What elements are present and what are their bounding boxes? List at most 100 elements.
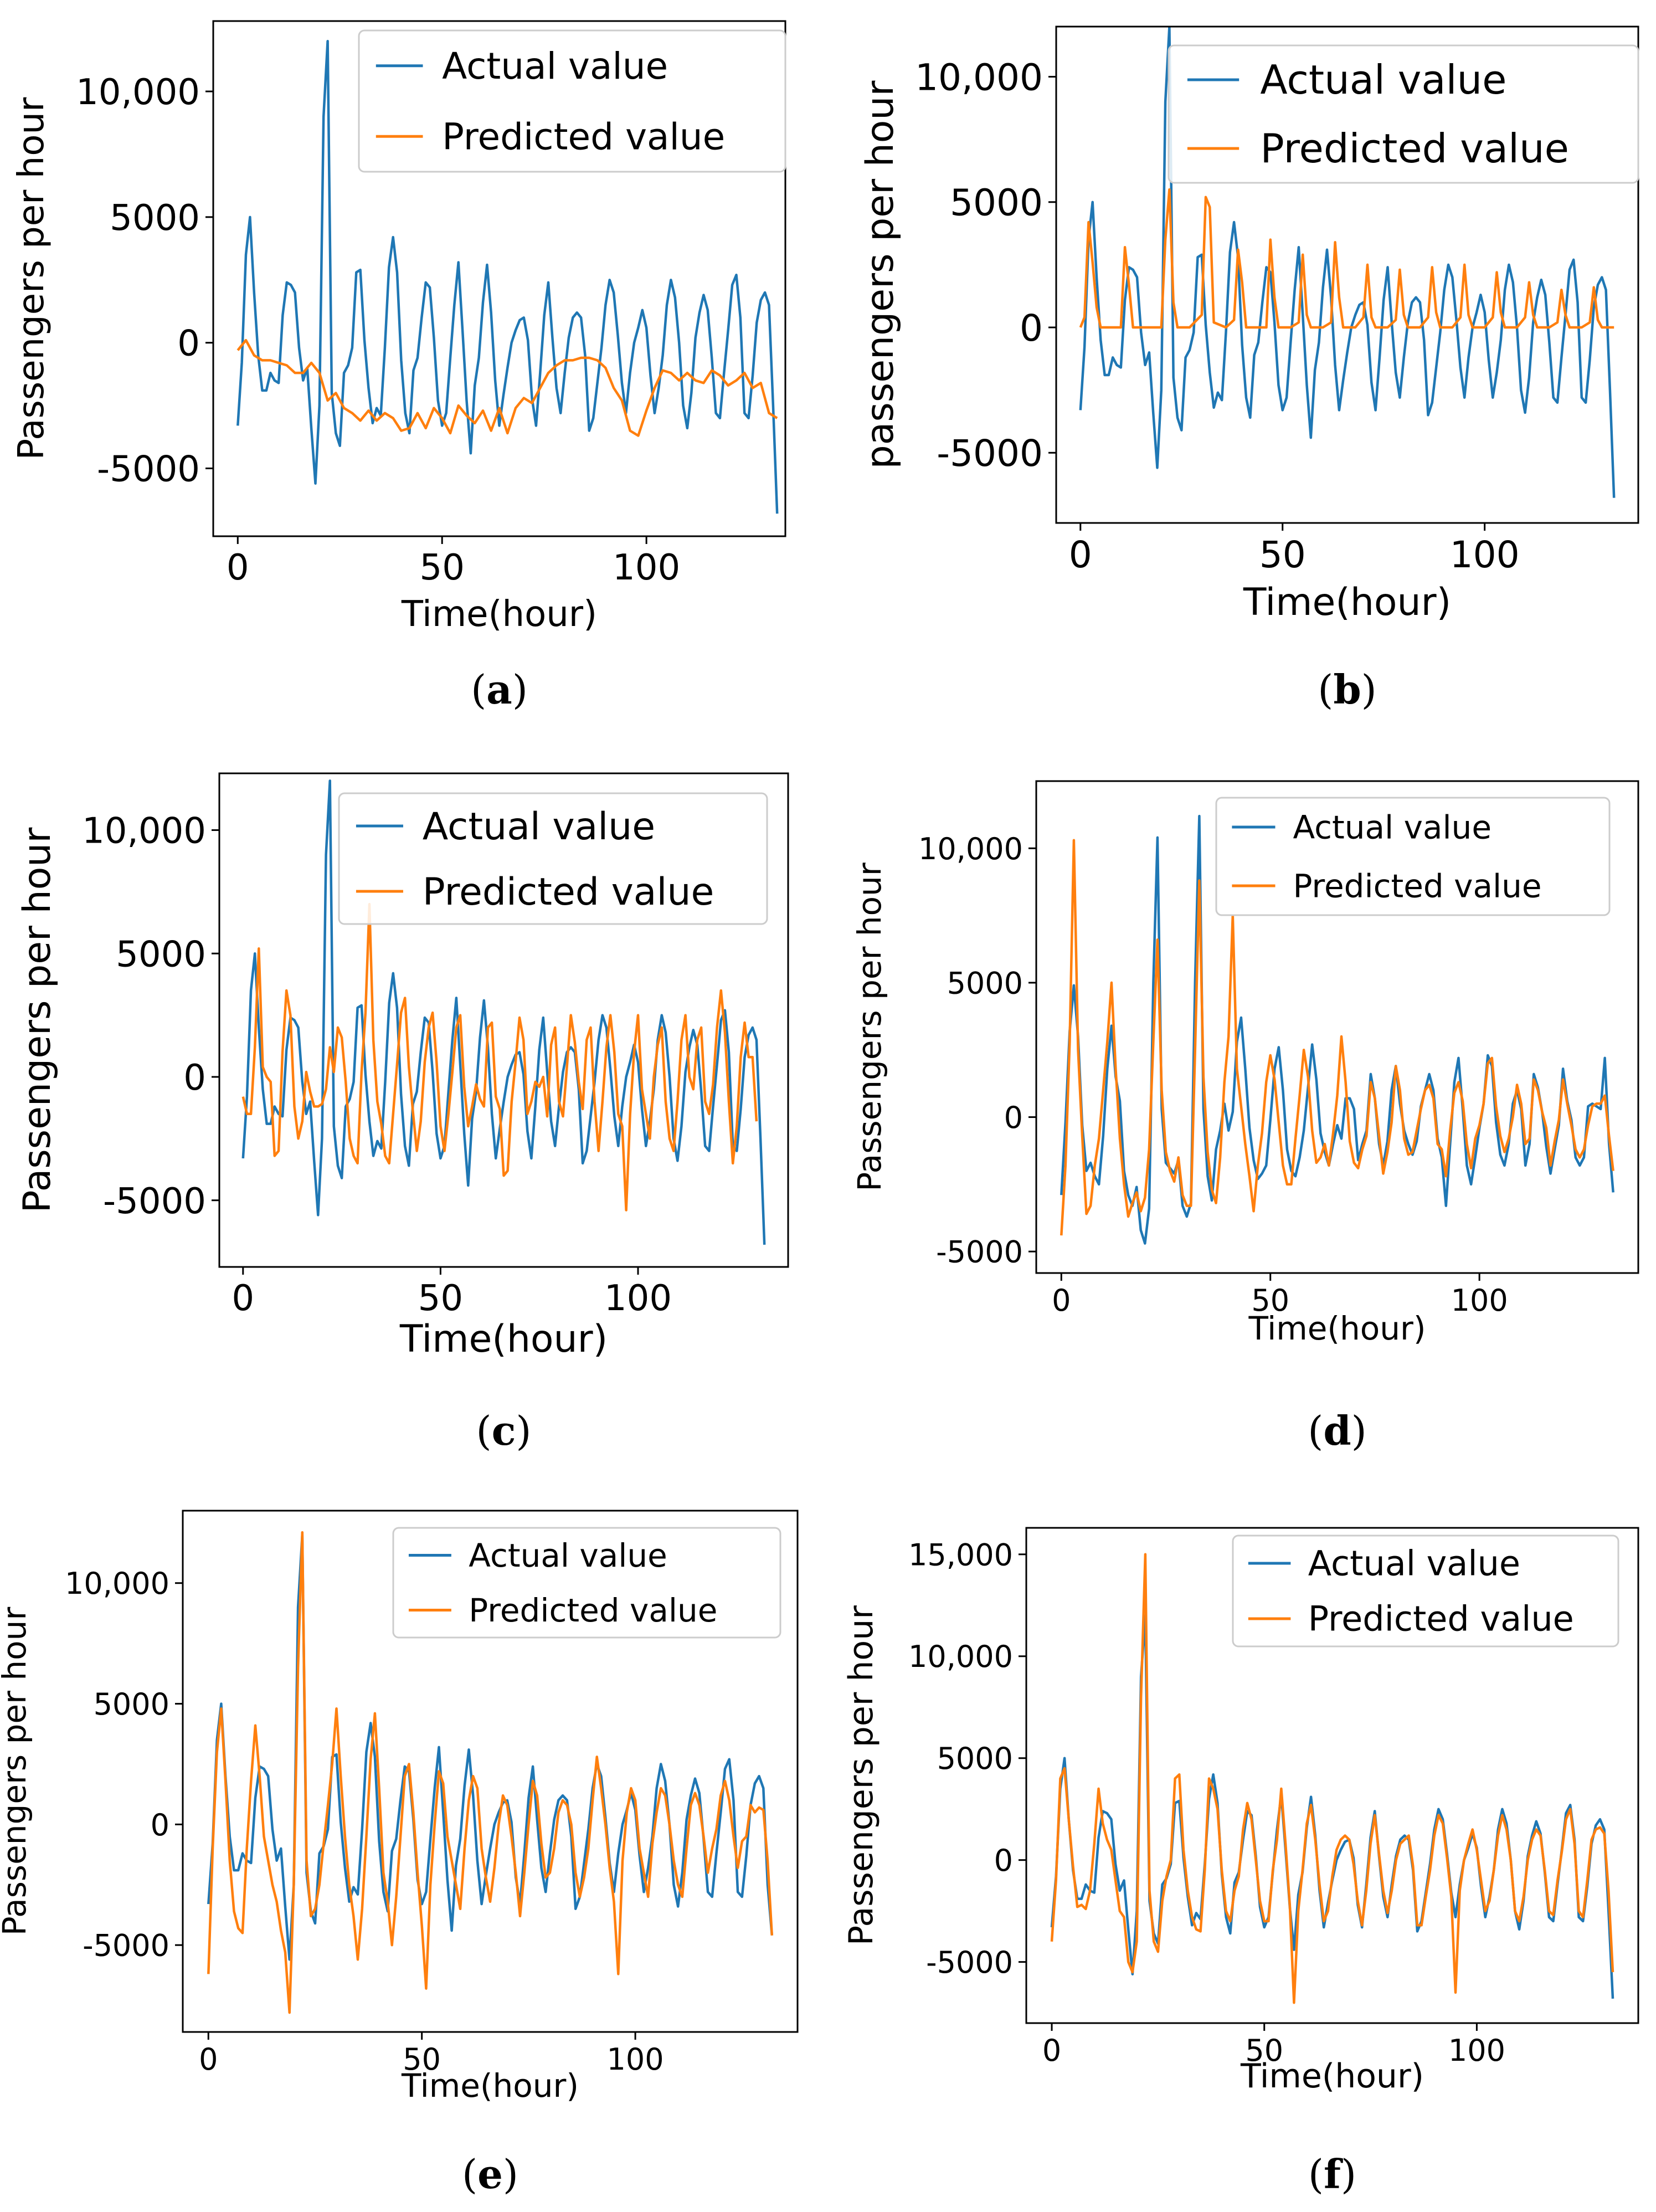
x-tick-label: 100 bbox=[1450, 533, 1520, 576]
legend-box bbox=[358, 29, 786, 173]
y-tick-label: 5000 bbox=[937, 1741, 1013, 1776]
caption-close-paren: ) bbox=[512, 666, 528, 713]
legend: Actual value Predicted value bbox=[338, 792, 768, 925]
y-axis-label: Passengers per hour bbox=[11, 97, 52, 460]
caption-open-paren: ( bbox=[476, 1408, 491, 1454]
legend-box bbox=[338, 792, 768, 925]
x-axis-label: Time(hour) bbox=[1243, 581, 1451, 624]
legend-label-actual: Actual value bbox=[423, 805, 655, 849]
plot-frame bbox=[212, 20, 786, 537]
x-tick-label: 0 bbox=[1069, 533, 1092, 576]
y-axis-label: passengers per hour bbox=[858, 80, 902, 469]
x-tick-label: 50 bbox=[1251, 1283, 1289, 1318]
legend-label-actual: Actual value bbox=[1308, 1543, 1520, 1584]
legend-label-predicted: Predicted value bbox=[469, 1592, 717, 1629]
panel-caption: (c) bbox=[476, 1407, 531, 1454]
x-tick-label: 0 bbox=[1042, 2033, 1061, 2068]
x-tick-label: 0 bbox=[227, 547, 249, 588]
x-axis-label: Time(hour) bbox=[1240, 2057, 1424, 2096]
y-tick-label: 10,000 bbox=[76, 72, 200, 113]
y-tick-label: 15,000 bbox=[908, 1537, 1013, 1572]
caption-letter: c bbox=[492, 1407, 516, 1454]
x-tick-label: 50 bbox=[418, 1278, 463, 1319]
legend: Actual value Predicted value bbox=[392, 1527, 781, 1639]
chart-panel-e: 0 50 100 -5000 0 5000 10,000 Time(hour) Passenge… bbox=[0, 1510, 799, 2198]
legend-box bbox=[1168, 44, 1639, 184]
y-tick-label: 0 bbox=[1004, 1100, 1023, 1135]
y-tick-label: 5000 bbox=[110, 198, 200, 239]
y-tick-label: 0 bbox=[151, 1808, 169, 1843]
legend-box bbox=[1215, 797, 1611, 916]
chart-panel-c: 0 50 100 -5000 0 5000 10,000 Time(hour) Passenge… bbox=[16, 772, 789, 1454]
x-axis-label: Time(hour) bbox=[1248, 1310, 1426, 1347]
x-tick-label: 50 bbox=[1245, 2033, 1283, 2068]
series-line-predicted bbox=[236, 338, 778, 437]
legend-label-predicted: Predicted value bbox=[1293, 867, 1541, 905]
y-tick-label: 5000 bbox=[947, 966, 1023, 1000]
y-tick-label: -5000 bbox=[926, 1945, 1013, 1980]
y-tick-label: -5000 bbox=[103, 1181, 206, 1222]
legend-label-actual: Actual value bbox=[442, 45, 668, 88]
y-tick-label: 10,000 bbox=[908, 1639, 1013, 1674]
y-tick-label: 10,000 bbox=[918, 832, 1023, 866]
x-tick-label: 0 bbox=[1052, 1283, 1071, 1318]
series-line-predicted bbox=[1060, 839, 1614, 1236]
caption-open-paren: ( bbox=[1308, 1408, 1323, 1454]
x-axis-label: Time(hour) bbox=[399, 1317, 608, 1361]
plot-frame bbox=[1025, 1527, 1639, 2024]
caption-close-paren: ) bbox=[1351, 1408, 1367, 1454]
y-axis-label: Passengers per hour bbox=[16, 828, 59, 1213]
caption-letter: d bbox=[1323, 1407, 1351, 1454]
chart-panel-a: 0 50 100 -5000 0 5000 10,000 Time(hour) Passenge… bbox=[11, 20, 786, 713]
caption-close-paren: ) bbox=[1341, 2151, 1356, 2198]
y-tick-label: 0 bbox=[183, 1058, 206, 1099]
legend: Actual value Predicted value bbox=[358, 29, 786, 173]
legend-label-actual: Actual value bbox=[469, 1537, 667, 1574]
plot-frame bbox=[218, 772, 789, 1268]
legend-label-predicted: Predicted value bbox=[1308, 1599, 1574, 1639]
legend-label-actual: Actual value bbox=[1293, 808, 1492, 846]
panel-caption: (f) bbox=[1308, 2151, 1356, 2198]
caption-open-paren: ( bbox=[1318, 666, 1333, 713]
chart-panel-b: 0 50 100 -5000 0 5000 10,000 Time(hour) passenge… bbox=[858, 25, 1639, 713]
series-line-actual bbox=[241, 779, 766, 1245]
x-tick-label: 100 bbox=[604, 1278, 672, 1319]
y-tick-label: 0 bbox=[994, 1843, 1013, 1878]
caption-close-paren: ) bbox=[516, 1408, 531, 1454]
x-tick-label: 100 bbox=[1448, 2033, 1505, 2068]
caption-close-paren: ) bbox=[1361, 666, 1377, 713]
caption-letter: e bbox=[477, 2151, 503, 2198]
y-axis-label: Passengers per hour bbox=[0, 1607, 33, 1936]
panel-caption: (b) bbox=[1318, 666, 1377, 713]
panel-caption: (d) bbox=[1308, 1407, 1367, 1454]
legend: Actual value Predicted value bbox=[1232, 1534, 1619, 1648]
series-line-predicted bbox=[1079, 188, 1614, 329]
y-tick-label: 10,000 bbox=[65, 1566, 169, 1601]
legend: Actual value Predicted value bbox=[1215, 797, 1611, 916]
y-tick-label: -5000 bbox=[936, 1235, 1023, 1270]
caption-close-paren: ) bbox=[503, 2151, 518, 2198]
series-line-predicted bbox=[241, 902, 758, 1212]
series-line-actual bbox=[1079, 27, 1616, 498]
y-tick-label: 0 bbox=[1020, 307, 1043, 350]
y-tick-label: -5000 bbox=[937, 432, 1043, 475]
legend-label-predicted: Predicted value bbox=[442, 115, 725, 158]
y-tick-label: 5000 bbox=[94, 1687, 169, 1722]
panel-caption: (e) bbox=[462, 2151, 518, 2198]
legend-box bbox=[1232, 1534, 1619, 1648]
caption-open-paren: ( bbox=[471, 666, 486, 713]
x-axis-label: Time(hour) bbox=[401, 594, 597, 635]
x-tick-label: 50 bbox=[403, 2042, 441, 2077]
series-line-actual bbox=[236, 40, 779, 514]
legend-label-predicted: Predicted value bbox=[1260, 125, 1569, 172]
x-tick-label: 100 bbox=[613, 547, 680, 588]
x-tick-label: 50 bbox=[419, 547, 464, 588]
plot-frame bbox=[1035, 780, 1639, 1274]
x-axis-label: Time(hour) bbox=[401, 2067, 579, 2105]
y-tick-label: 10,000 bbox=[915, 56, 1043, 99]
y-tick-label: -5000 bbox=[83, 1928, 169, 1963]
legend-label-actual: Actual value bbox=[1260, 57, 1506, 103]
y-tick-label: 5000 bbox=[950, 182, 1043, 224]
x-tick-label: 0 bbox=[199, 2042, 218, 2077]
